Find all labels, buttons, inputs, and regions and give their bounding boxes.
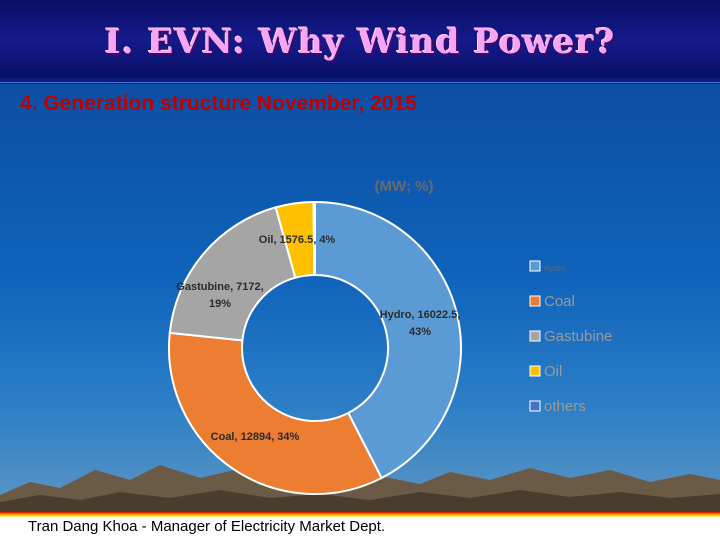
slide-title: I. EVN: Why Wind Power? (104, 22, 616, 62)
slice-label-coal: Coal, 12894, 34% (211, 431, 300, 443)
chart-slice-labels: Hydro, 16022.5, 43% Coal, 12894, 34% Gastub… (176, 234, 460, 443)
legend-label-oil: Oil (544, 363, 562, 380)
chart-slices (168, 200, 462, 495)
slice-label-gastubine: Gastubine, 7172, 19% (176, 281, 263, 310)
slice-gastubine (168, 206, 297, 342)
legend-swatch-coal (529, 295, 541, 307)
legend-swatch-hydro (529, 260, 541, 272)
legend-label-others: others (544, 398, 586, 415)
legend-label-coal: Coal (544, 293, 575, 310)
slice-label-oil: Oil, 1576.5, 4% (259, 234, 336, 246)
legend-label-hydro: Hydro (544, 264, 566, 273)
legend-swatch-oil (529, 365, 541, 377)
slice-coal (168, 331, 383, 495)
footer-text: Tran Dang Khoa - Manager of Electricity … (28, 518, 386, 535)
chart-legend: Hydro Coal Gastubine Oil others (529, 260, 612, 415)
title-divider (0, 78, 720, 83)
footer-bar (0, 512, 720, 540)
slice-others (312, 200, 316, 277)
slide-subtitle: 4. Generation structure November, 2015 (20, 92, 417, 115)
chart-title: (MW; %) (375, 178, 434, 195)
legend-label-gastubine: Gastubine (544, 328, 612, 345)
title-bar (0, 0, 720, 80)
slice-label-hydro: Hydro, 16022.5, 43% (380, 309, 461, 338)
legend-swatch-gastubine (529, 330, 541, 342)
legend-swatch-others (529, 400, 541, 412)
slice-hydro (314, 200, 462, 480)
